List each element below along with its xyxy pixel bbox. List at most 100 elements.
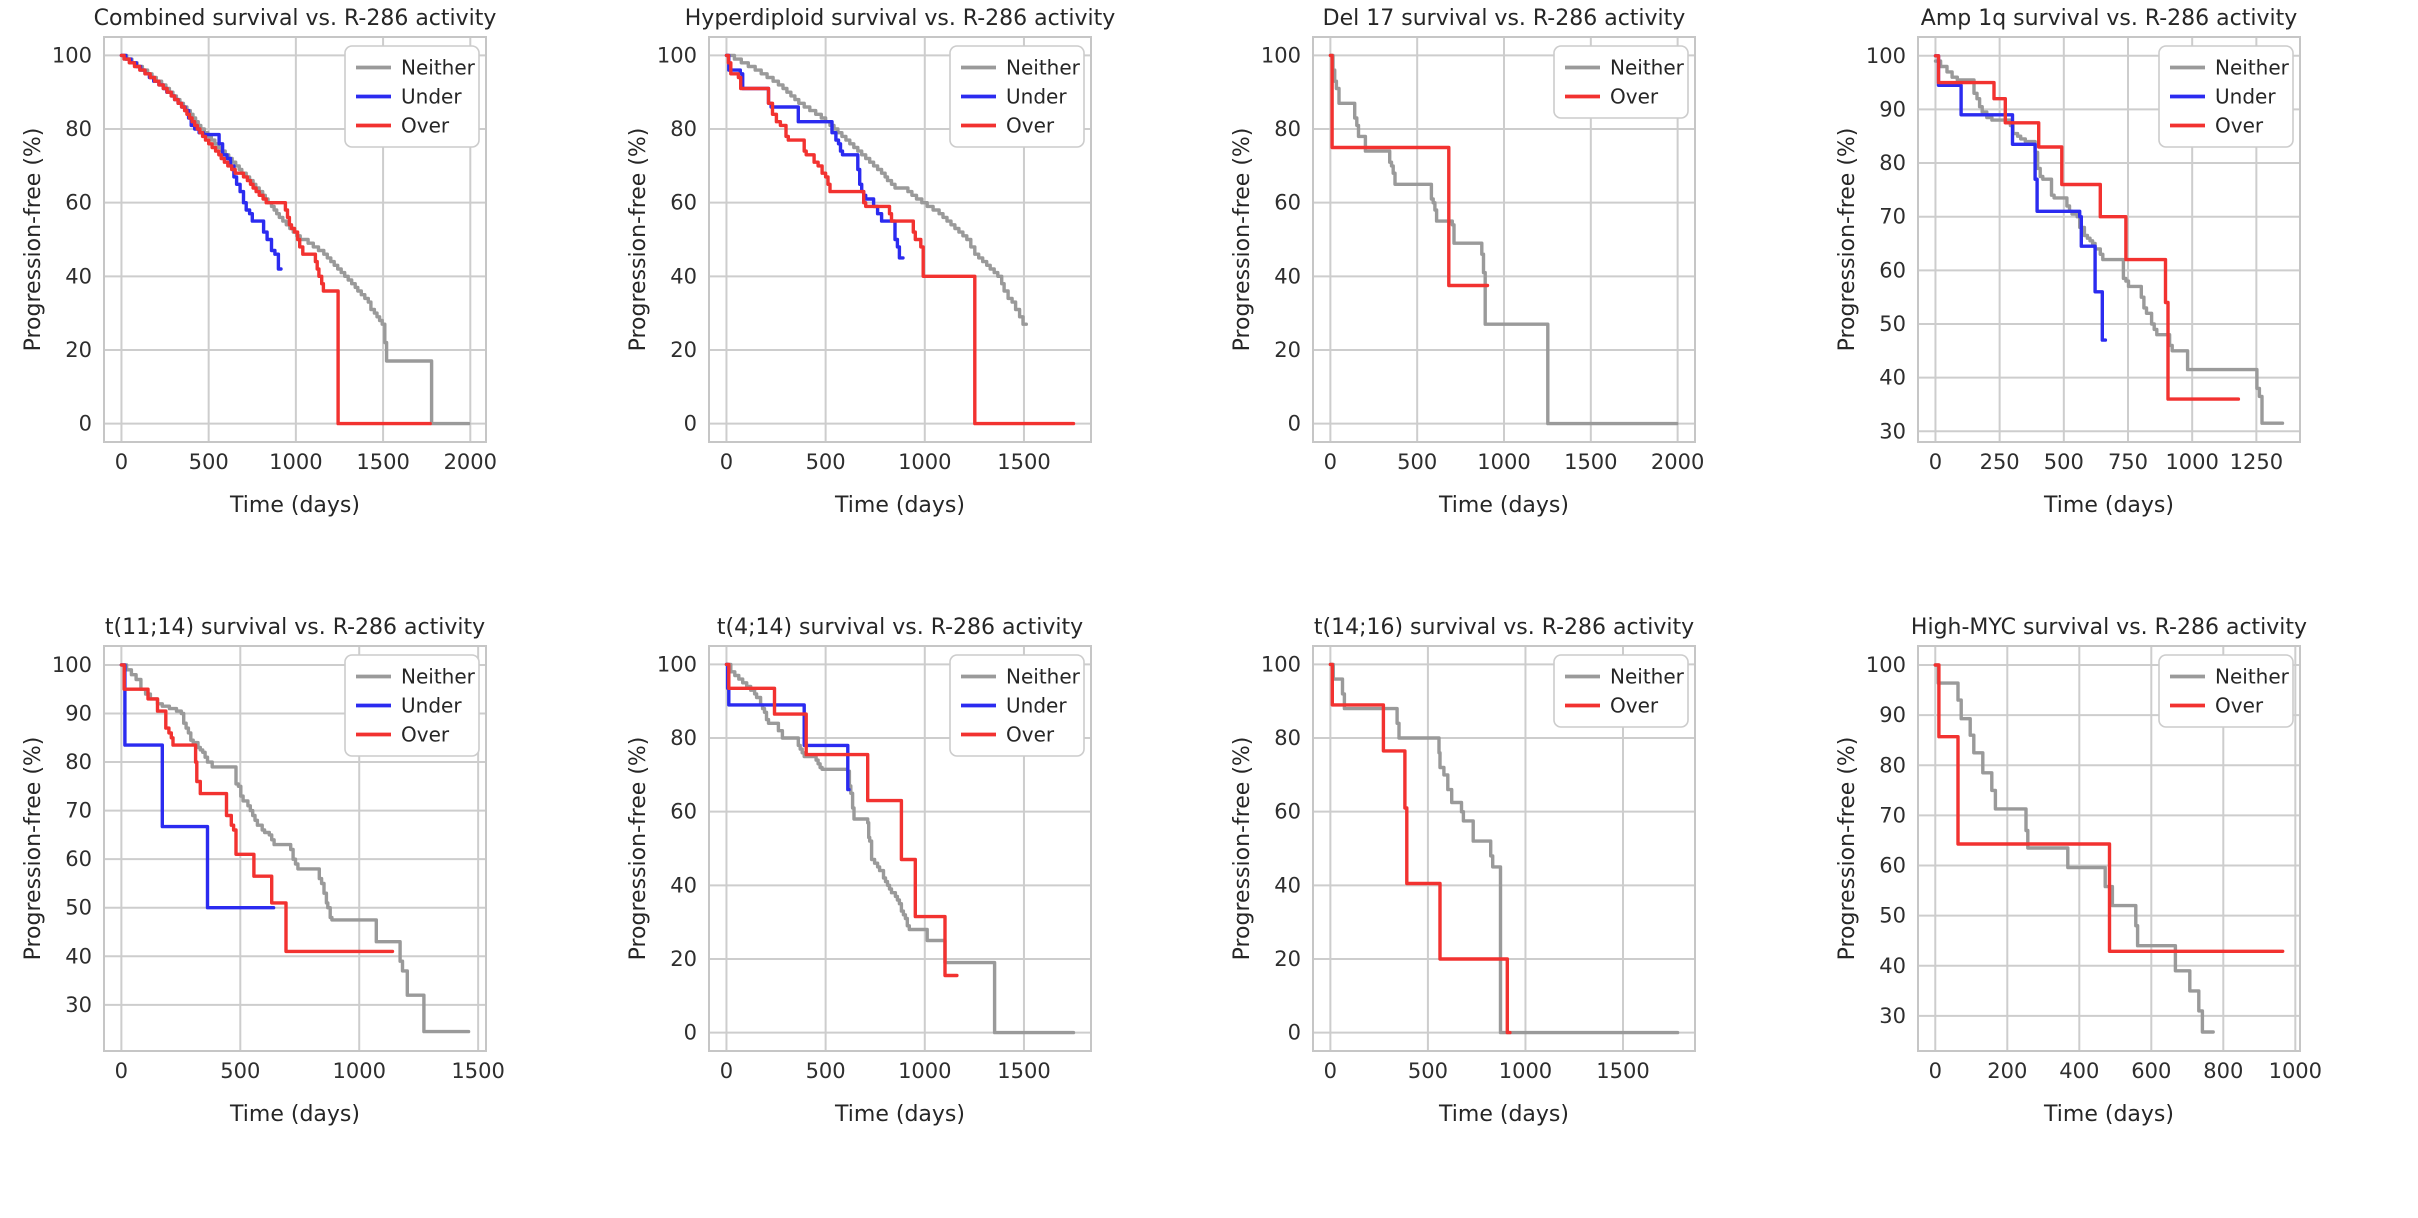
survival-chart-3: 0 250 500 750 1000 1250 30 40 50 60 70 80 90 100 Amp 1… bbox=[1835, 6, 2301, 518]
legend-label-under: Under bbox=[2215, 85, 2276, 109]
km-curves bbox=[1328, 662, 1680, 1035]
x-tick-label: 0 bbox=[115, 450, 128, 474]
chart-title: Amp 1q survival vs. R-286 activity bbox=[1920, 6, 2296, 31]
legend-box bbox=[2157, 45, 2294, 148]
x-tick-label: 1500 bbox=[451, 1059, 504, 1083]
x-tick-label: 1250 bbox=[2229, 450, 2282, 474]
x-tick-label: 250 bbox=[1979, 450, 2019, 474]
y-tick-label: 90 bbox=[65, 702, 92, 726]
legend-box bbox=[2157, 654, 2294, 728]
axes-frame bbox=[1916, 36, 2301, 443]
y-tick-label: 100 bbox=[656, 652, 696, 676]
chart-title: Combined survival vs. R-286 activity bbox=[94, 6, 497, 31]
y-tick-label: 60 bbox=[670, 800, 697, 824]
legend-label-neither: Neither bbox=[1610, 56, 1685, 80]
chart-title: Hyperdiploid survival vs. R-286 activity bbox=[684, 6, 1114, 31]
y-axis-label: Progression-free (%) bbox=[21, 737, 46, 961]
legend-label-neither: Neither bbox=[401, 56, 476, 80]
chart-title: t(11;14) survival vs. R-286 activity bbox=[105, 615, 485, 640]
y-tick-label: 80 bbox=[65, 750, 92, 774]
y-tick-label: 80 bbox=[1879, 151, 1906, 175]
y-tick-label: 60 bbox=[1274, 191, 1301, 215]
axes-frame bbox=[707, 36, 1092, 443]
y-tick-label: 50 bbox=[65, 896, 92, 920]
y-tick-label: 40 bbox=[65, 264, 92, 288]
y-tick-label: 0 bbox=[683, 1021, 696, 1045]
y-axis-label: Progression-free (%) bbox=[21, 128, 46, 352]
km-curve-under bbox=[119, 53, 283, 271]
chart-cell-1: 0 500 1000 1500 0 20 40 60 80 100 Hyperdiploid sur… bbox=[605, 0, 1210, 609]
legend-label-under: Under bbox=[401, 85, 462, 109]
x-tick-label: 0 bbox=[115, 1059, 128, 1083]
y-tick-label: 40 bbox=[1274, 873, 1301, 897]
y-tick-label: 40 bbox=[1879, 366, 1906, 390]
y-axis-label: Progression-free (%) bbox=[1835, 128, 1860, 352]
y-tick-label: 20 bbox=[65, 338, 92, 362]
y-axis-label: Progression-free (%) bbox=[1230, 737, 1255, 961]
x-axis-label: Time (days) bbox=[1438, 493, 1569, 518]
legend-label-neither: Neither bbox=[2215, 665, 2290, 689]
y-tick-label: 70 bbox=[1879, 205, 1906, 229]
survival-chart-2: 0 500 1000 1500 2000 0 20 40 60 80 100 Del 17 survi… bbox=[1230, 6, 1704, 518]
km-curves bbox=[119, 53, 471, 426]
legend: Neither Over bbox=[1553, 45, 1689, 119]
km-curve-neither bbox=[1933, 663, 2215, 1034]
y-tick-label: 50 bbox=[1879, 312, 1906, 336]
legend: Neither Under Over bbox=[948, 45, 1085, 148]
y-tick-label: 90 bbox=[1879, 703, 1906, 727]
y-tick-label: 80 bbox=[1879, 753, 1906, 777]
y-tick-label: 60 bbox=[1879, 258, 1906, 282]
x-axis-label: Time (days) bbox=[1438, 1102, 1569, 1127]
gridlines bbox=[1917, 646, 2300, 1051]
y-tick-label: 0 bbox=[1288, 412, 1301, 436]
x-tick-label: 0 bbox=[719, 450, 732, 474]
legend-label-neither: Neither bbox=[1006, 56, 1081, 80]
y-tick-label: 40 bbox=[65, 944, 92, 968]
y-tick-label: 80 bbox=[670, 726, 697, 750]
x-axis-label: Time (days) bbox=[2043, 493, 2174, 518]
chart-cell-5: 0 500 1000 1500 0 20 40 60 80 100 t(4;14) survival… bbox=[605, 609, 1210, 1218]
y-tick-label: 60 bbox=[670, 191, 697, 215]
x-tick-label: 0 bbox=[719, 1059, 732, 1083]
y-tick-label: 40 bbox=[670, 264, 697, 288]
x-tick-label: 1500 bbox=[1596, 1059, 1649, 1083]
km-curve-over bbox=[1328, 662, 1512, 1035]
chart-cell-3: 0 250 500 750 1000 1250 30 40 50 60 70 80 90 100 Amp 1… bbox=[1814, 0, 2418, 609]
survival-chart-6: 0 500 1000 1500 0 20 40 60 80 100 t(14;16) surviva… bbox=[1230, 615, 1696, 1127]
gridlines bbox=[1917, 37, 2300, 442]
y-tick-label: 20 bbox=[1274, 947, 1301, 971]
y-tick-label: 0 bbox=[79, 412, 92, 436]
legend-label-over: Over bbox=[1610, 85, 1659, 109]
legend-box bbox=[344, 654, 480, 757]
legend-label-neither: Neither bbox=[2215, 56, 2290, 80]
y-axis-label: Progression-free (%) bbox=[626, 737, 651, 961]
km-curve-neither bbox=[1933, 59, 2284, 425]
y-tick-label: 60 bbox=[1879, 854, 1906, 878]
y-tick-label: 0 bbox=[1288, 1021, 1301, 1045]
x-tick-label: 500 bbox=[1397, 450, 1437, 474]
axes-frame bbox=[1312, 645, 1696, 1052]
y-tick-label: 80 bbox=[1274, 726, 1301, 750]
legend-label-over: Over bbox=[2215, 114, 2264, 138]
x-tick-label: 2000 bbox=[1651, 450, 1704, 474]
y-tick-label: 60 bbox=[65, 191, 92, 215]
km-curves bbox=[1933, 54, 2284, 425]
y-tick-label: 20 bbox=[1274, 338, 1301, 362]
km-curve-over bbox=[119, 663, 395, 954]
x-tick-label: 500 bbox=[1408, 1059, 1448, 1083]
legend-box bbox=[344, 45, 480, 148]
survival-chart-7: 0 200 400 600 800 1000 30 40 50 60 70 80 90 100High-M… bbox=[1835, 615, 2322, 1127]
y-tick-label: 100 bbox=[52, 43, 92, 67]
km-curve-under bbox=[119, 663, 276, 910]
km-curves bbox=[724, 53, 1075, 426]
y-tick-label: 40 bbox=[1879, 954, 1906, 978]
x-tick-label: 1500 bbox=[356, 450, 409, 474]
chart-cell-0: 0 500 1000 1500 2000 0 20 40 60 80 100 Combined sur… bbox=[0, 0, 605, 609]
x-tick-label: 1000 bbox=[2165, 450, 2218, 474]
km-curves bbox=[724, 662, 1075, 1035]
km-curve-over bbox=[724, 662, 959, 978]
km-curves bbox=[1933, 663, 2284, 1034]
y-tick-label: 100 bbox=[656, 43, 696, 67]
